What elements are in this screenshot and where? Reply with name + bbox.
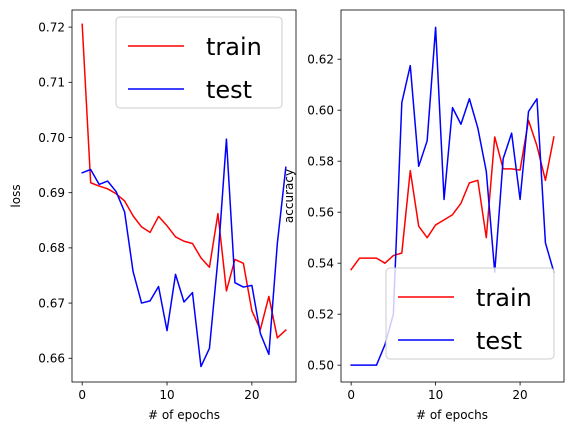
loss-y-tick-label: 0.69 <box>38 186 65 200</box>
accuracy-y-axis-label: accuracy <box>282 169 296 223</box>
accuracy-legend-test-label: test <box>476 327 522 355</box>
loss-x-tick-label: 20 <box>244 388 259 402</box>
accuracy-y-tick-label: 0.62 <box>307 53 334 67</box>
accuracy-legend-train-label: train <box>476 284 532 312</box>
loss-y-tick-label: 0.71 <box>38 76 65 90</box>
accuracy-y-tick-label: 0.60 <box>307 104 334 118</box>
loss-legend: train test <box>116 17 282 108</box>
loss-y-axis-label: loss <box>9 184 23 207</box>
accuracy-x-tick-label: 20 <box>512 388 527 402</box>
loss-y-tick-label: 0.72 <box>38 20 65 34</box>
loss-x-axis-label: # of epochs <box>148 408 220 422</box>
accuracy-x-tick-label: 10 <box>428 388 443 402</box>
loss-y-tick-label: 0.70 <box>38 131 65 145</box>
loss-legend-test-label: test <box>206 76 252 104</box>
loss-y-tick-label: 0.68 <box>38 241 65 255</box>
accuracy-legend-box <box>386 268 554 359</box>
loss-x-tick-label: 10 <box>159 388 174 402</box>
accuracy-x-axis-label: # of epochs <box>416 408 488 422</box>
loss-y-tick-label: 0.66 <box>38 352 65 366</box>
accuracy-y-tick-label: 0.54 <box>307 256 334 270</box>
accuracy-y-tick-label: 0.58 <box>307 154 334 168</box>
accuracy-y-tick-label: 0.56 <box>307 205 334 219</box>
loss-legend-box <box>116 17 282 108</box>
accuracy-y-tick-label: 0.50 <box>307 358 334 372</box>
accuracy-x-tick-label: 0 <box>347 388 355 402</box>
loss-y-tick-label: 0.67 <box>38 296 65 310</box>
loss-x-tick-label: 0 <box>78 388 86 402</box>
loss-legend-train-label: train <box>206 33 262 61</box>
accuracy-legend: train test <box>386 268 554 359</box>
accuracy-y-tick-label: 0.52 <box>307 307 334 321</box>
